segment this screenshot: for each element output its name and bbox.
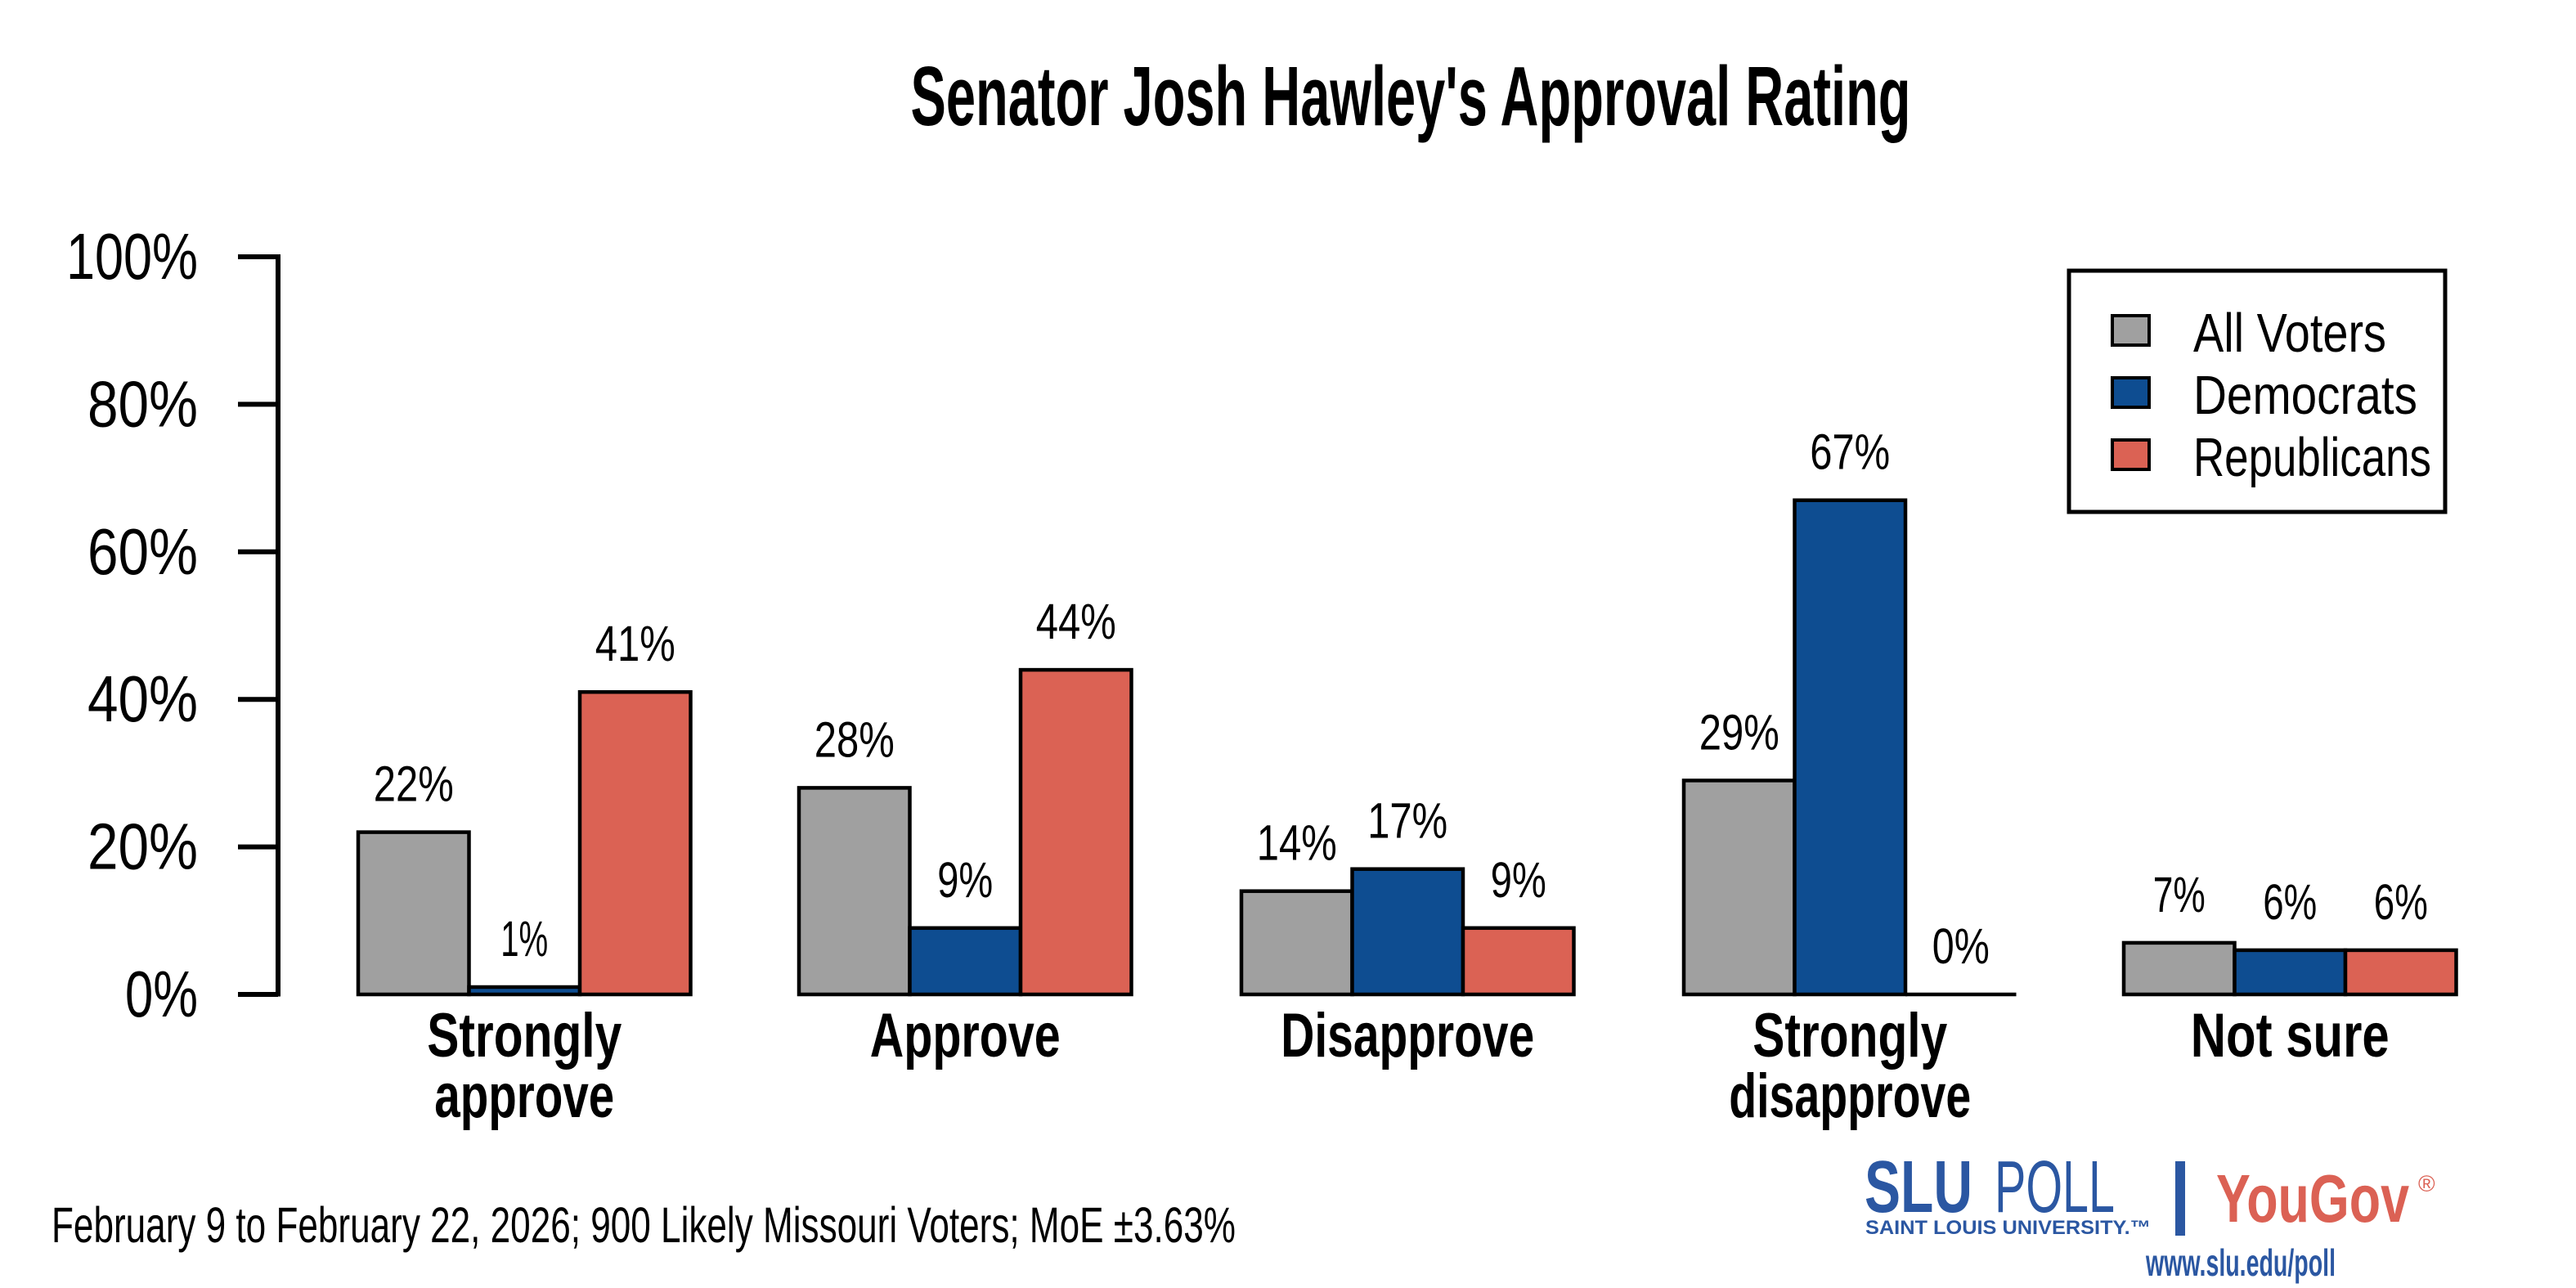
svg-text:Disapprove: Disapprove [1281,1001,1534,1070]
svg-text:Strongly: Strongly [1752,1001,1947,1070]
svg-text:February 9 to February 22, 202: February 9 to February 22, 2026; 900 Lik… [52,1197,1236,1253]
svg-text:67%: 67% [1810,424,1890,480]
svg-text:Senator Josh Hawley's Approval: Senator Josh Hawley's Approval Rating [911,49,1911,143]
svg-text:SAINT LOUIS UNIVERSITY.™: SAINT LOUIS UNIVERSITY.™ [1865,1217,2151,1239]
svg-text:Republicans: Republicans [2193,427,2431,488]
svg-text:20%: 20% [88,810,198,883]
svg-text:9%: 9% [937,852,993,908]
svg-text:7%: 7% [2153,867,2206,922]
svg-text:9%: 9% [1491,852,1546,908]
svg-text:POLL: POLL [1995,1147,2115,1228]
svg-text:6%: 6% [2263,874,2317,930]
svg-text:28%: 28% [815,711,895,767]
svg-text:44%: 44% [1036,594,1116,649]
svg-text:www.slu.edu/poll: www.slu.edu/poll [2145,1241,2336,1284]
svg-text:Approve: Approve [870,1001,1061,1070]
svg-text:SLU: SLU [1865,1147,1972,1228]
svg-text:14%: 14% [1257,815,1337,871]
svg-text:41%: 41% [595,616,675,671]
svg-text:Strongly: Strongly [427,1001,622,1070]
svg-text:All Voters: All Voters [2193,303,2386,364]
svg-text:60%: 60% [88,515,198,588]
svg-text:1%: 1% [500,911,548,967]
svg-text:6%: 6% [2374,874,2428,930]
svg-text:0%: 0% [1932,918,1990,974]
svg-text:Not sure: Not sure [2191,1001,2390,1070]
svg-text:YouGov: YouGov [2216,1160,2409,1236]
svg-text:®: ® [2418,1171,2435,1196]
svg-text:disapprove: disapprove [1729,1061,1971,1131]
svg-text:22%: 22% [374,756,454,812]
svg-text:Democrats: Democrats [2193,365,2417,426]
svg-text:approve: approve [434,1061,614,1131]
svg-text:0%: 0% [125,958,198,1030]
svg-text:100%: 100% [66,220,198,293]
svg-text:17%: 17% [1367,793,1447,849]
svg-text:80%: 80% [88,367,198,440]
svg-text:40%: 40% [88,662,198,735]
svg-text:29%: 29% [1699,704,1779,760]
